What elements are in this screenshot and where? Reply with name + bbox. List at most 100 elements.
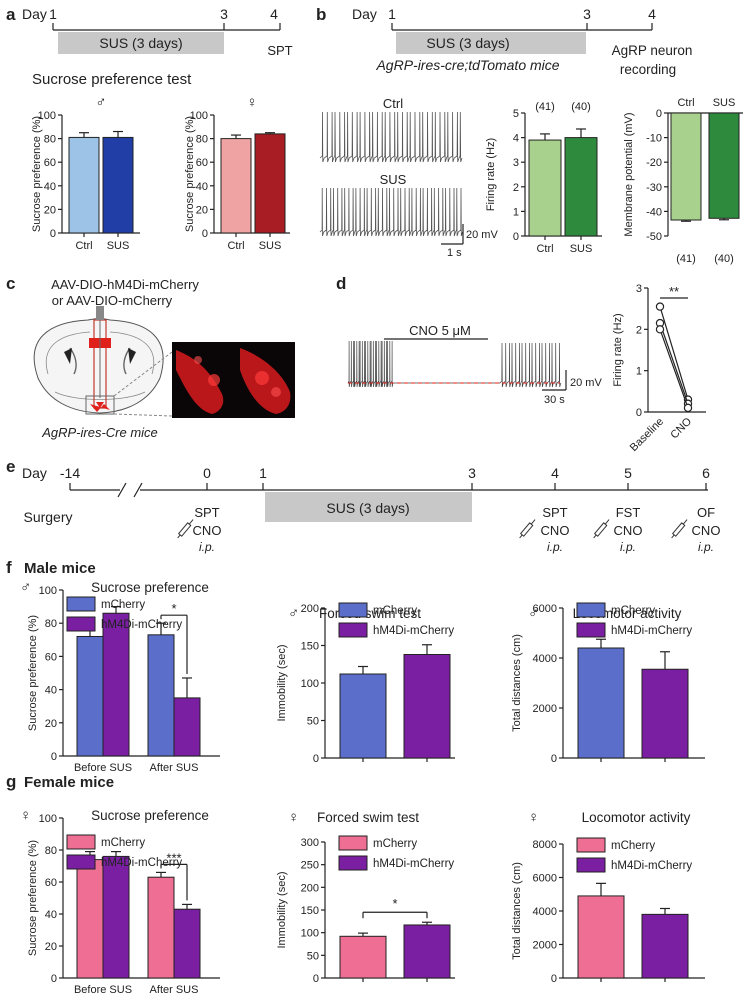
sus-period-box: [265, 492, 472, 522]
panel-a-title: Sucrose preference test: [32, 71, 192, 88]
bar: [339, 935, 387, 979]
y-axis-label: Firing rate (Hz): [485, 138, 497, 211]
legend-label: hM4Di-mCherry: [373, 858, 454, 870]
x-tick-label: SUS: [107, 240, 130, 252]
panel-g-heading: Female mice: [24, 774, 114, 791]
y-axis-label: Membrane potential (mV): [623, 112, 635, 236]
day-tick-label: 3: [220, 6, 228, 22]
y-tick-label: 1: [513, 206, 519, 218]
x-tick-label: After SUS: [150, 762, 199, 774]
y-tick-label: 2: [513, 182, 519, 194]
bar: [68, 136, 100, 234]
day-label: Day: [352, 6, 377, 22]
chart-g_loc: 0 2000 4000 6000 8000 Total distances (cm) ♀ Lo…: [511, 809, 705, 985]
x-tick-label: CNO: [668, 415, 694, 441]
panel-b-letter: b: [316, 5, 326, 24]
panel-c-mouse-line: AgRP-ires-Cre mice: [41, 425, 158, 440]
axis-break-mark: [133, 482, 143, 498]
y-tick-label: 8000: [533, 839, 557, 851]
y-tick-label: 3: [636, 283, 642, 295]
chart-b_fr: 0 1 2 3 4 5 Firing rate (Hz) Ctrl (41) SUS (40): [485, 101, 602, 255]
y-tick-label: 0: [551, 753, 557, 765]
brain-section-diagram: [33, 306, 173, 417]
legend-label: hM4Di-mCherry: [101, 857, 182, 869]
legend-swatch: [66, 834, 96, 850]
sex-symbol: ♂: [528, 605, 539, 622]
y-tick-label: 0: [50, 228, 56, 240]
sex-symbol: ♂: [288, 605, 299, 622]
legend-swatch: [66, 854, 96, 870]
legend-label: mCherry: [373, 605, 417, 617]
y-tick-label: 3: [513, 157, 519, 169]
panel-f-heading: Male mice: [24, 560, 96, 577]
scale-s-label: 1 s: [447, 247, 462, 259]
mouse-line-label: AgRP-ires-cre;tdTomato mice: [375, 57, 559, 73]
bar: [220, 138, 252, 234]
y-tick-label: 2: [636, 324, 642, 336]
panel-d: d CNO 5 μM 20 mV 30 s: [336, 274, 602, 406]
y-tick-label: 20: [196, 204, 208, 216]
legend-swatch: [338, 835, 368, 851]
bar: [339, 673, 387, 759]
y-tick-label: 100: [39, 813, 57, 825]
sus-firing-trace: [319, 187, 463, 237]
bar: [254, 133, 286, 234]
y-tick-label: 5: [513, 108, 519, 120]
day-tick-label: 4: [551, 465, 559, 481]
y-tick-label: 60: [44, 157, 56, 169]
bar: [528, 139, 562, 237]
y-axis-label: Sucrose preference (%): [184, 116, 196, 232]
legend-swatch: [576, 602, 606, 618]
y-tick-label: 1: [636, 366, 642, 378]
bar: [641, 668, 689, 759]
y-tick-label: 50: [307, 950, 319, 962]
event-route-label: i.p.: [620, 540, 636, 554]
panel-c: c AAV-DIO-hM4Di-mCherry or AAV-DIO-mCher…: [6, 274, 295, 440]
y-tick-label: 20: [45, 718, 57, 730]
sus-period-label: SUS (3 days): [99, 35, 182, 51]
bar: [173, 697, 201, 757]
y-tick-label: 0: [551, 973, 557, 985]
event-route-label: i.p.: [199, 540, 215, 554]
paired-line: [659, 322, 689, 404]
legend-swatch: [576, 857, 606, 873]
event-route-label: i.p.: [698, 540, 714, 554]
scale-s-label: 30 s: [544, 394, 565, 406]
bar: [641, 913, 689, 979]
y-tick-label: 6000: [533, 873, 557, 885]
legend-label: hM4Di-mCherry: [101, 619, 182, 631]
chart-title: Locomotor activity: [582, 810, 691, 825]
y-tick-label: 4000: [533, 906, 557, 918]
event-route-label: i.p.: [547, 540, 563, 554]
y-tick-label: 60: [196, 157, 208, 169]
day-tick-label: 3: [468, 465, 476, 481]
event-test-label: SPT: [194, 505, 219, 520]
legend-label: hM4Di-mCherry: [373, 625, 454, 637]
recording-label-line1: AgRP neuron: [612, 43, 693, 58]
legend-label: mCherry: [101, 599, 145, 611]
y-tick-label: 300: [301, 837, 319, 849]
y-tick-label: 0: [51, 751, 57, 763]
chart-f_sp: 0 20 40 60 80 100 Sucrose preference (%) ♂ Sucro…: [20, 579, 220, 774]
recording-label-line2: recording: [620, 62, 676, 77]
paired-line: [659, 329, 689, 409]
y-axis-label: Immobility (sec): [276, 644, 288, 721]
x-tick-label: Before SUS: [74, 984, 132, 996]
legend-swatch: [576, 837, 606, 853]
panel-d-letter: d: [336, 274, 346, 293]
mcherry-fluorescence-image: [172, 342, 295, 418]
y-tick-label: 40: [44, 181, 56, 193]
y-tick-label: 150: [301, 905, 319, 917]
y-axis-label: Sucrose preference (%): [31, 116, 43, 232]
y-tick-label: 20: [45, 941, 57, 953]
drug-label: CNO 5 μM: [409, 323, 471, 338]
spt-label: SPT: [267, 43, 292, 58]
y-tick-label: 4000: [533, 653, 557, 665]
y-tick-label: 80: [44, 134, 56, 146]
y-tick-label: 6000: [533, 603, 557, 615]
syringe-icon: [671, 519, 688, 539]
bar: [76, 635, 104, 757]
event-drug-label: CNO: [541, 523, 570, 538]
